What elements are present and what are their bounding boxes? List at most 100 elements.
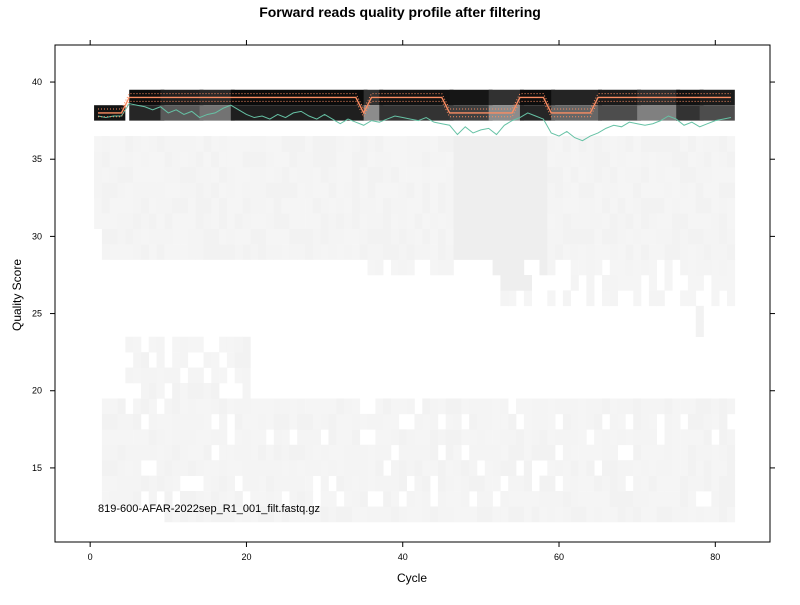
heat-cell <box>242 506 251 523</box>
heat-cell <box>703 475 712 492</box>
heat-cell <box>344 136 353 152</box>
heat-cell <box>125 244 134 260</box>
heat-cell <box>500 244 509 260</box>
heat-cell <box>695 151 704 168</box>
heat-cell <box>211 460 220 476</box>
heat-cell <box>250 213 259 229</box>
heat-cell <box>289 460 298 476</box>
heat-cell <box>312 136 321 152</box>
heat-cell <box>539 228 548 245</box>
heat-cell <box>609 259 618 276</box>
heat-cell <box>484 460 493 476</box>
heat-cell <box>203 506 212 523</box>
heat-cell <box>250 166 259 183</box>
heat-cell <box>562 475 572 492</box>
heat-cell <box>375 506 384 523</box>
heat-cell <box>234 429 243 446</box>
heat-cell <box>445 413 454 430</box>
chart-title: Forward reads quality profile after filt… <box>259 4 541 20</box>
heat-cell <box>719 259 728 276</box>
heat-cell <box>336 151 345 168</box>
heat-cell <box>476 151 486 168</box>
heat-cell <box>187 182 196 199</box>
heat-cell <box>351 151 361 168</box>
heat-cell <box>586 274 595 291</box>
heat-cell <box>289 413 298 430</box>
heat-cell <box>430 166 439 183</box>
heat-cell <box>351 197 361 214</box>
heat-cell <box>289 444 298 461</box>
heat-cell <box>719 460 728 476</box>
heat-cell <box>109 213 118 229</box>
heat-cell <box>101 475 110 492</box>
heat-cell <box>398 151 407 168</box>
heat-cell <box>312 151 321 168</box>
heat-cell <box>383 491 392 507</box>
heat-cell <box>398 259 407 276</box>
statistics-lines <box>97 93 732 142</box>
heat-cell <box>391 429 400 446</box>
heat-cell-dense <box>379 105 454 121</box>
heat-cell <box>500 506 509 523</box>
heat-cell <box>375 444 384 461</box>
heat-cell <box>453 244 462 260</box>
heat-cell <box>617 413 626 430</box>
heat-cell <box>156 352 165 368</box>
heat-cell <box>226 336 236 353</box>
heat-cell <box>727 398 736 415</box>
heat-cell <box>562 213 572 229</box>
heat-cell <box>336 244 345 260</box>
heat-cell <box>234 213 243 229</box>
heat-cell <box>648 429 657 446</box>
heat-cell <box>406 166 415 183</box>
heat-cell <box>570 491 579 507</box>
heat-cell <box>203 475 212 492</box>
heat-cell <box>140 429 150 446</box>
heat-cell <box>570 444 579 461</box>
heat-cell <box>140 197 150 214</box>
heat-cell <box>711 475 720 492</box>
heat-cell <box>445 460 454 476</box>
heat-cell <box>437 166 447 183</box>
heat-cell <box>633 413 642 430</box>
heat-cell <box>234 444 243 461</box>
heat-cell <box>414 506 423 523</box>
heat-cell <box>336 398 345 415</box>
heat-cell <box>492 460 501 476</box>
heat-cell <box>476 197 486 214</box>
heat-cell <box>680 290 689 307</box>
heat-cell <box>523 182 532 199</box>
heat-cell <box>664 429 673 446</box>
heat-cell <box>586 444 595 461</box>
heat-cell <box>476 182 486 199</box>
heat-cell-dense <box>488 89 524 106</box>
heat-cell <box>101 136 110 152</box>
heat-cell <box>703 182 712 199</box>
heat-cell <box>711 151 720 168</box>
heat-cell <box>336 228 345 245</box>
heat-cell <box>164 429 173 446</box>
heat-cell <box>453 228 462 245</box>
heat-cell <box>203 166 212 183</box>
heat-cell <box>703 166 712 183</box>
heat-cell <box>516 274 525 291</box>
heat-cell <box>234 151 243 168</box>
heat-cell <box>508 197 517 214</box>
heat-cell <box>570 460 579 476</box>
heat-cell <box>570 197 579 214</box>
heat-cell <box>101 213 110 229</box>
heat-cell <box>117 213 126 229</box>
heat-cell <box>367 475 376 492</box>
heat-cell <box>703 429 712 446</box>
heat-cell <box>476 398 486 415</box>
heat-cell <box>687 475 697 492</box>
heat-cell <box>234 197 243 214</box>
heat-cell <box>195 383 204 399</box>
heat-cell <box>125 213 134 229</box>
heat-cell <box>586 290 595 307</box>
heat-cell <box>320 197 329 214</box>
heat-cell <box>508 259 517 276</box>
heat-cell <box>641 429 650 446</box>
heat-cell <box>547 460 556 476</box>
heat-cell <box>445 444 454 461</box>
